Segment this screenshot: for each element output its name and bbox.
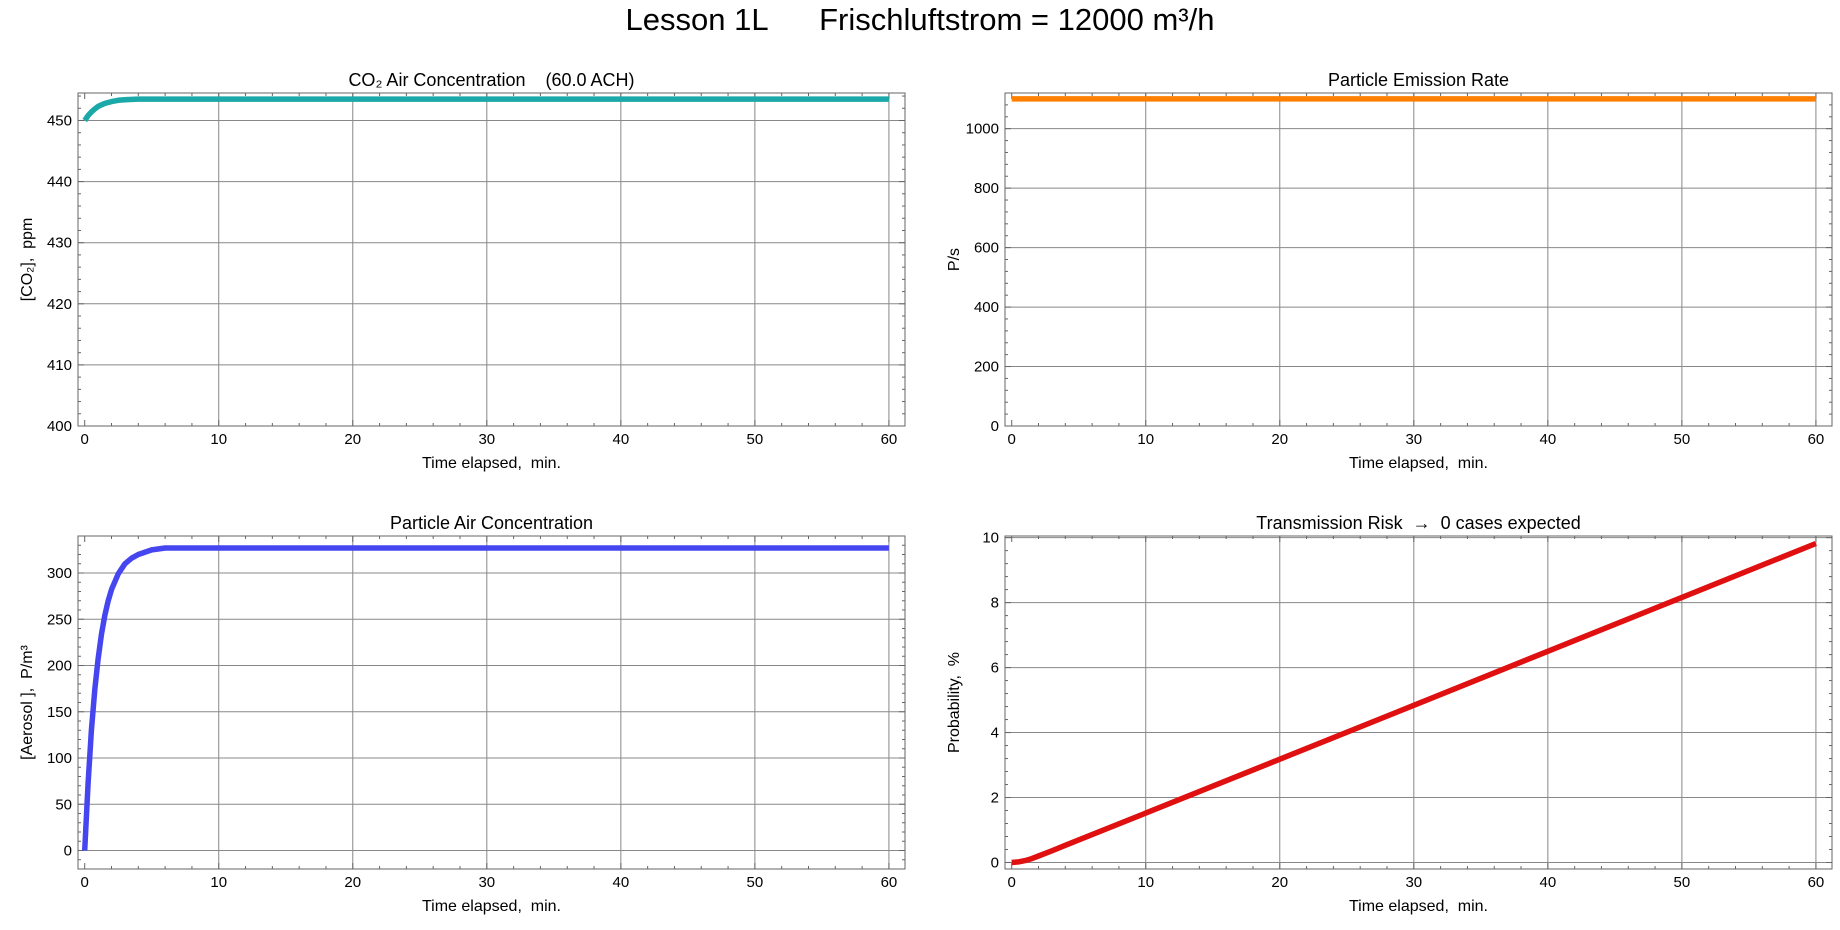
plot-frame — [77, 92, 906, 427]
x-tick-label: 60 — [1808, 431, 1825, 448]
y-tick-label: 6 — [991, 660, 999, 677]
y-tick-label: 100 — [47, 750, 72, 767]
x-tick-label: 60 — [881, 431, 898, 448]
x-axis-label: Time elapsed, min. — [422, 455, 561, 472]
plot-frame — [77, 535, 906, 870]
x-axis-label: Time elapsed, min. — [1349, 455, 1488, 472]
x-tick-label: 20 — [344, 431, 361, 448]
y-tick-label: 420 — [47, 296, 72, 313]
x-tick-label: 0 — [1008, 431, 1016, 448]
y-axis-label: Probability, % — [946, 652, 963, 753]
y-tick-label: 600 — [974, 240, 999, 257]
x-tick-label: 60 — [1808, 874, 1825, 891]
x-tick-label: 10 — [210, 874, 227, 891]
x-tick-label: 50 — [747, 874, 764, 891]
y-tick-label: 800 — [974, 180, 999, 197]
chart-title: CO₂ Air Concentration (60.0 ACH) — [348, 70, 634, 90]
co2-series-line — [82, 96, 889, 123]
x-tick-label: 10 — [1137, 874, 1154, 891]
y-tick-label: 0 — [991, 855, 999, 872]
y-tick-label: 200 — [47, 658, 72, 675]
y-tick-label: 300 — [47, 565, 72, 582]
y-tick-label: 50 — [55, 796, 72, 813]
x-tick-label: 40 — [1540, 431, 1557, 448]
x-tick-label: 40 — [1540, 874, 1557, 891]
chart-title: Particle Air Concentration — [390, 513, 593, 533]
x-axis-label: Time elapsed, min. — [422, 898, 561, 915]
y-axis-label: [CO₂], ppm — [19, 218, 36, 302]
x-tick-label: 20 — [1271, 874, 1288, 891]
x-tick-label: 40 — [613, 874, 630, 891]
y-tick-label: 200 — [974, 359, 999, 376]
x-tick-label: 0 — [81, 874, 89, 891]
x-tick-label: 0 — [1008, 874, 1016, 891]
x-tick-label: 10 — [1137, 431, 1154, 448]
x-tick-label: 30 — [1405, 431, 1422, 448]
x-tick-label: 60 — [881, 874, 898, 891]
y-tick-label: 2 — [991, 790, 999, 807]
x-tick-label: 0 — [81, 431, 89, 448]
y-tick-label: 440 — [47, 174, 72, 191]
risk-chart: 0 10 20 30 40 50 60 0 2 4 6 8 10 Transmission Risk → … — [946, 513, 1833, 915]
y-tick-label: 430 — [47, 235, 72, 252]
y-axis-label: P/s — [946, 248, 963, 271]
y-tick-label: 4 — [991, 725, 999, 742]
y-tick-label: 150 — [47, 704, 72, 721]
plot-frame — [1004, 535, 1833, 870]
x-tick-label: 50 — [747, 431, 764, 448]
y-tick-label: 8 — [991, 595, 999, 612]
y-axis-label: [Aerosol ], P/m³ — [19, 644, 36, 759]
chart-title: Particle Emission Rate — [1328, 70, 1509, 90]
aerosol-chart: 0 10 20 30 40 50 60 0 50 100 150 200 250 300 Particle … — [19, 513, 906, 915]
x-tick-label: 20 — [344, 874, 361, 891]
x-axis-label: Time elapsed, min. — [1349, 898, 1488, 915]
y-tick-label: 410 — [47, 357, 72, 374]
x-tick-label: 30 — [478, 431, 495, 448]
chart-title: Transmission Risk → 0 cases expected — [1256, 513, 1580, 533]
x-tick-label: 20 — [1271, 431, 1288, 448]
x-tick-label: 30 — [1405, 874, 1422, 891]
y-tick-label: 1000 — [966, 121, 999, 138]
y-tick-label: 0 — [64, 843, 72, 860]
y-tick-label: 400 — [974, 299, 999, 316]
y-tick-label: 0 — [991, 418, 999, 435]
x-tick-label: 50 — [1674, 874, 1691, 891]
aerosol-series-line — [81, 545, 889, 851]
x-tick-label: 40 — [613, 431, 630, 448]
y-tick-label: 10 — [982, 530, 999, 547]
x-tick-label: 50 — [1674, 431, 1691, 448]
y-tick-label: 250 — [47, 611, 72, 628]
co2-chart: 0 10 20 30 40 50 60 400 410 420 430 440 450 CO₂ Air C… — [19, 70, 906, 472]
y-tick-label: 450 — [47, 112, 72, 129]
x-tick-label: 10 — [210, 431, 227, 448]
y-tick-label: 400 — [47, 418, 72, 435]
x-tick-label: 30 — [478, 874, 495, 891]
risk-series-line — [1011, 540, 1817, 866]
figure-title: Lesson 1L Frischluftstrom = 12000 m³/h — [625, 2, 1215, 37]
plot-frame — [1004, 92, 1833, 427]
